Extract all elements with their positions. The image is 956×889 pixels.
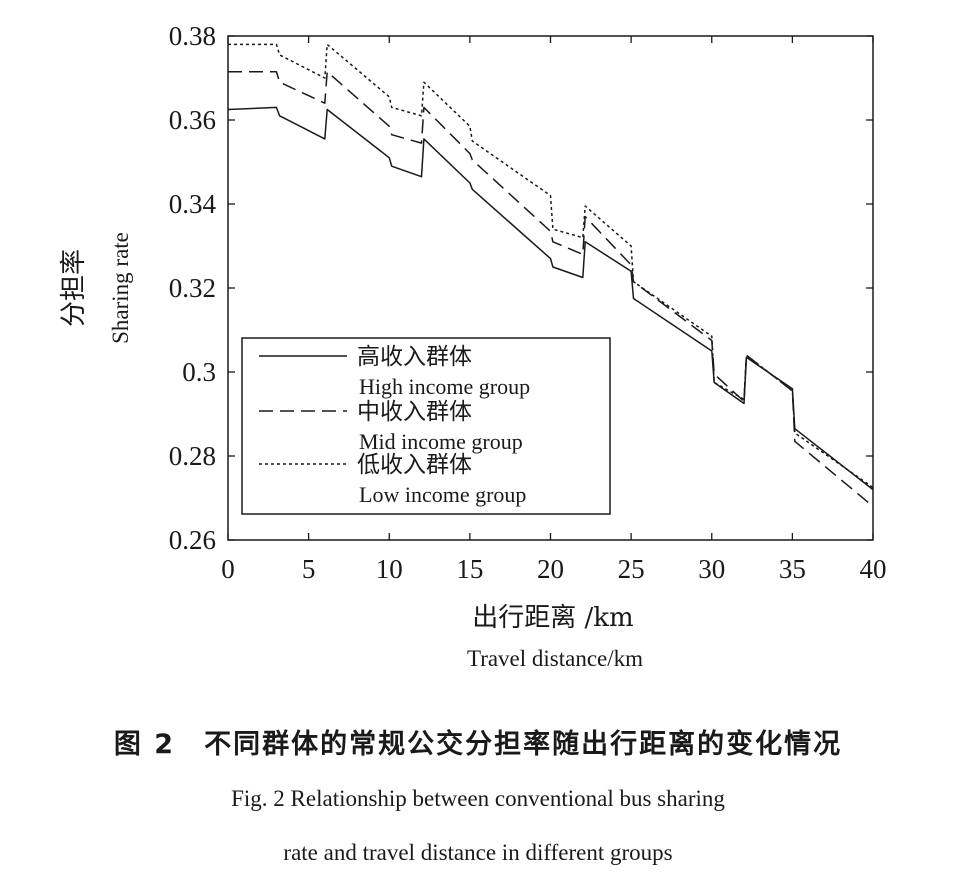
legend-label-high-zh: 高收入群体 <box>357 344 472 370</box>
y-tick-label: 0.32 <box>169 273 216 303</box>
legend-box <box>241 337 611 515</box>
y-tick-label: 0.28 <box>169 441 216 471</box>
x-tick-label: 10 <box>376 554 403 584</box>
legend-label-mid-zh: 中收入群体 <box>357 399 472 425</box>
x-axis-label-zh: 出行距离 /km <box>472 603 633 633</box>
series-line-low-income <box>228 43 874 489</box>
y-tick-label: 0.36 <box>169 105 216 135</box>
y-axis-label-zh: 分担率 <box>59 249 89 327</box>
legend-label-low-zh: 低收入群体 <box>357 452 472 478</box>
chart-canvas: 0 5 10 15 20 25 30 35 40 0.26 0.28 0.3 0.32 0.34 0.36 0… <box>59 21 887 671</box>
x-tick-label: 15 <box>456 554 483 584</box>
x-tick-label: 0 <box>221 554 235 584</box>
x-tick-label: 35 <box>779 554 806 584</box>
x-tick-label: 5 <box>302 554 316 584</box>
y-tick-label: 0.3 <box>182 357 216 387</box>
y-tick-label: 0.26 <box>169 525 216 555</box>
legend-label-low-en: Low income group <box>359 482 526 507</box>
y-axis-label-en: Sharing rate <box>108 232 133 344</box>
figure-caption-zh: 图 2 不同群体的常规公交分担率随出行距离的变化情况 <box>113 729 843 760</box>
x-tick-label: 30 <box>698 554 725 584</box>
x-tick-label: 20 <box>537 554 564 584</box>
axis-ticks: 0 5 10 15 20 25 30 35 40 0.26 0.28 0.3 0.32 0.34 0.36 0… <box>169 21 887 584</box>
legend-label-high-en: High income group <box>359 374 530 399</box>
legend: 高收入群体 High income group 中收入群体 Mid income… <box>241 337 611 515</box>
figure-caption-en-line2: rate and travel distance in different gr… <box>283 840 673 865</box>
x-axis-label-en: Travel distance/km <box>467 646 643 671</box>
series-layer <box>227 43 874 507</box>
x-tick-label: 40 <box>860 554 887 584</box>
y-tick-label: 0.34 <box>169 189 217 219</box>
x-tick-label: 25 <box>618 554 645 584</box>
figure-caption-en-line1: Fig. 2 Relationship between conventional… <box>231 786 725 811</box>
series-line-mid-income <box>228 70 874 507</box>
y-tick-label: 0.38 <box>169 21 216 51</box>
legend-label-mid-en: Mid income group <box>359 429 523 454</box>
